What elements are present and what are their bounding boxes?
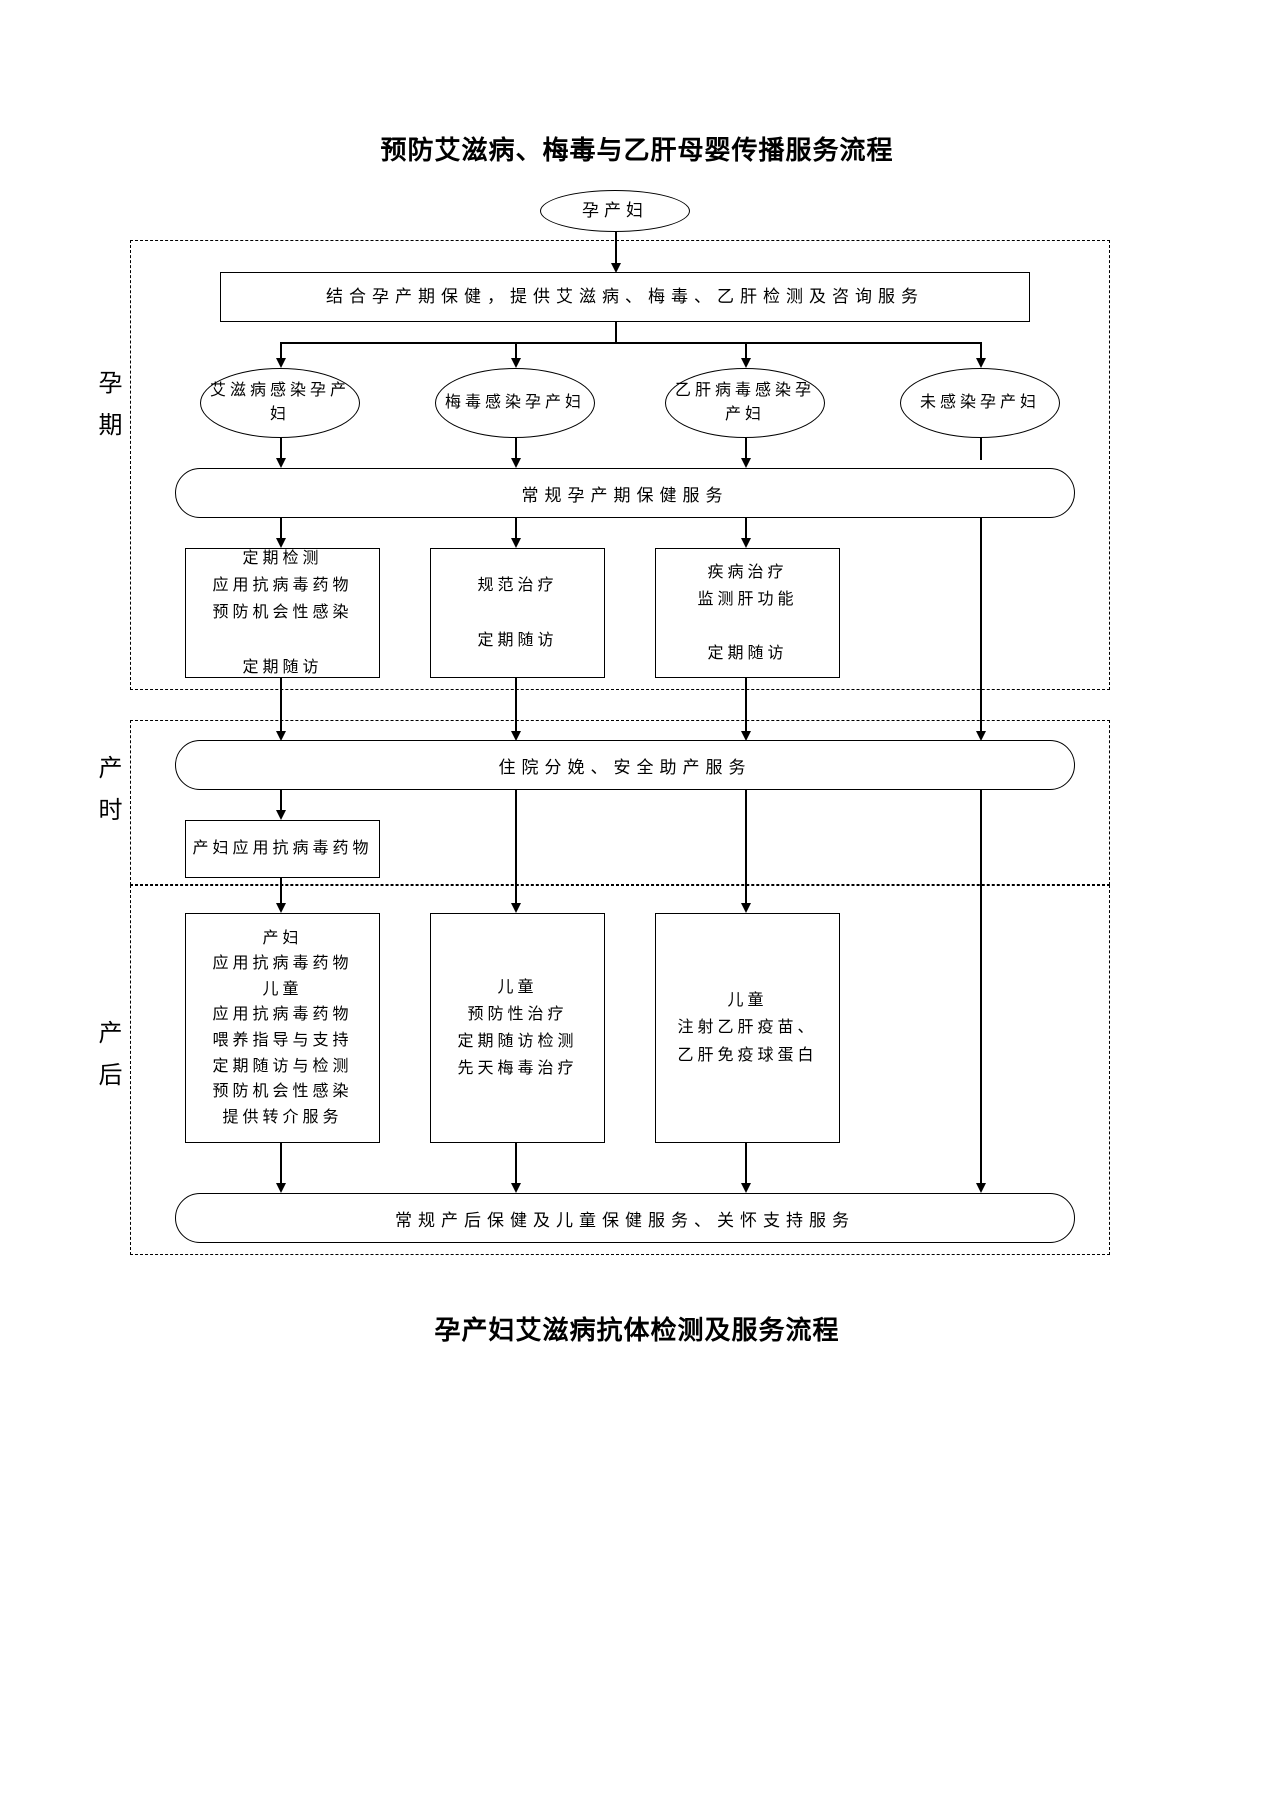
connector	[615, 232, 617, 265]
phase-pregnancy-label: 孕期	[90, 370, 125, 454]
connector	[745, 438, 747, 460]
phase-delivery-label: 产时	[90, 755, 125, 839]
flowchart: 孕期 产时 产后 孕产妇 结合孕产期保健，提供艾滋病、梅毒、乙肝检测及咨询服务 …	[130, 190, 1130, 1270]
connector	[745, 1143, 747, 1185]
arrow-icon	[511, 358, 521, 368]
arrow-icon	[276, 903, 286, 913]
node-postpartum-service: 常规产后保健及儿童保健服务、关怀支持服务	[175, 1193, 1075, 1243]
arrow-icon	[741, 458, 751, 468]
connector	[745, 790, 747, 905]
node-post-syphilis: 儿童 预防性治疗 定期随访检测 先天梅毒治疗	[430, 913, 605, 1143]
node-hepb: 乙肝病毒感染孕产妇	[665, 368, 825, 438]
arrow-icon	[741, 538, 751, 548]
connector	[280, 878, 282, 905]
node-start: 孕产妇	[540, 190, 690, 232]
arrow-icon	[276, 810, 286, 820]
phase-postpartum-label: 产后	[90, 1020, 125, 1104]
node-delivery-service: 住院分娩、安全助产服务	[175, 740, 1075, 790]
connector	[745, 518, 747, 540]
arrow-icon	[741, 358, 751, 368]
node-syphilis-action: 规范治疗 定期随访	[430, 548, 605, 678]
arrow-icon	[276, 458, 286, 468]
connector	[515, 678, 517, 733]
connector	[280, 790, 282, 812]
arrow-icon	[976, 358, 986, 368]
arrow-icon	[276, 358, 286, 368]
connector	[280, 342, 980, 344]
connector	[980, 438, 982, 460]
node-routine-prenatal: 常规孕产期保健服务	[175, 468, 1075, 518]
sub-title: 孕产妇艾滋病抗体检测及服务流程	[0, 1310, 1274, 1347]
connector	[280, 1143, 282, 1185]
node-hepb-action: 疾病治疗 监测肝功能 定期随访	[655, 548, 840, 678]
connector	[980, 518, 982, 733]
node-uninfected: 未感染孕产妇	[900, 368, 1060, 438]
arrow-icon	[511, 903, 521, 913]
node-post-hiv: 产妇 应用抗病毒药物 儿童 应用抗病毒药物 喂养指导与支持 定期随访与检测 预防…	[185, 913, 380, 1143]
connector	[515, 438, 517, 460]
arrow-icon	[276, 1183, 286, 1193]
connector	[515, 1143, 517, 1185]
arrow-icon	[741, 903, 751, 913]
connector	[515, 518, 517, 540]
node-post-hepb: 儿童 注射乙肝疫苗、 乙肝免疫球蛋白	[655, 913, 840, 1143]
connector	[615, 322, 617, 342]
main-title: 预防艾滋病、梅毒与乙肝母婴传播服务流程	[0, 130, 1274, 167]
node-screening: 结合孕产期保健，提供艾滋病、梅毒、乙肝检测及咨询服务	[220, 272, 1030, 322]
arrow-icon	[511, 1183, 521, 1193]
arrow-icon	[976, 1183, 986, 1193]
arrow-icon	[511, 458, 521, 468]
connector	[280, 438, 282, 460]
page: 预防艾滋病、梅毒与乙肝母婴传播服务流程 孕期 产时 产后 孕产妇 结合孕产期保健…	[0, 0, 1274, 1805]
connector	[980, 790, 982, 1185]
arrow-icon	[511, 538, 521, 548]
node-delivery-hiv: 产妇应用抗病毒药物	[185, 820, 380, 878]
connector	[280, 518, 282, 540]
connector	[280, 678, 282, 733]
connector	[515, 790, 517, 905]
node-syphilis: 梅毒感染孕产妇	[435, 368, 595, 438]
arrow-icon	[741, 1183, 751, 1193]
node-hiv: 艾滋病感染孕产妇	[200, 368, 360, 438]
node-hiv-action: 定期检测 应用抗病毒药物 预防机会性感染 定期随访	[185, 548, 380, 678]
connector	[745, 678, 747, 733]
